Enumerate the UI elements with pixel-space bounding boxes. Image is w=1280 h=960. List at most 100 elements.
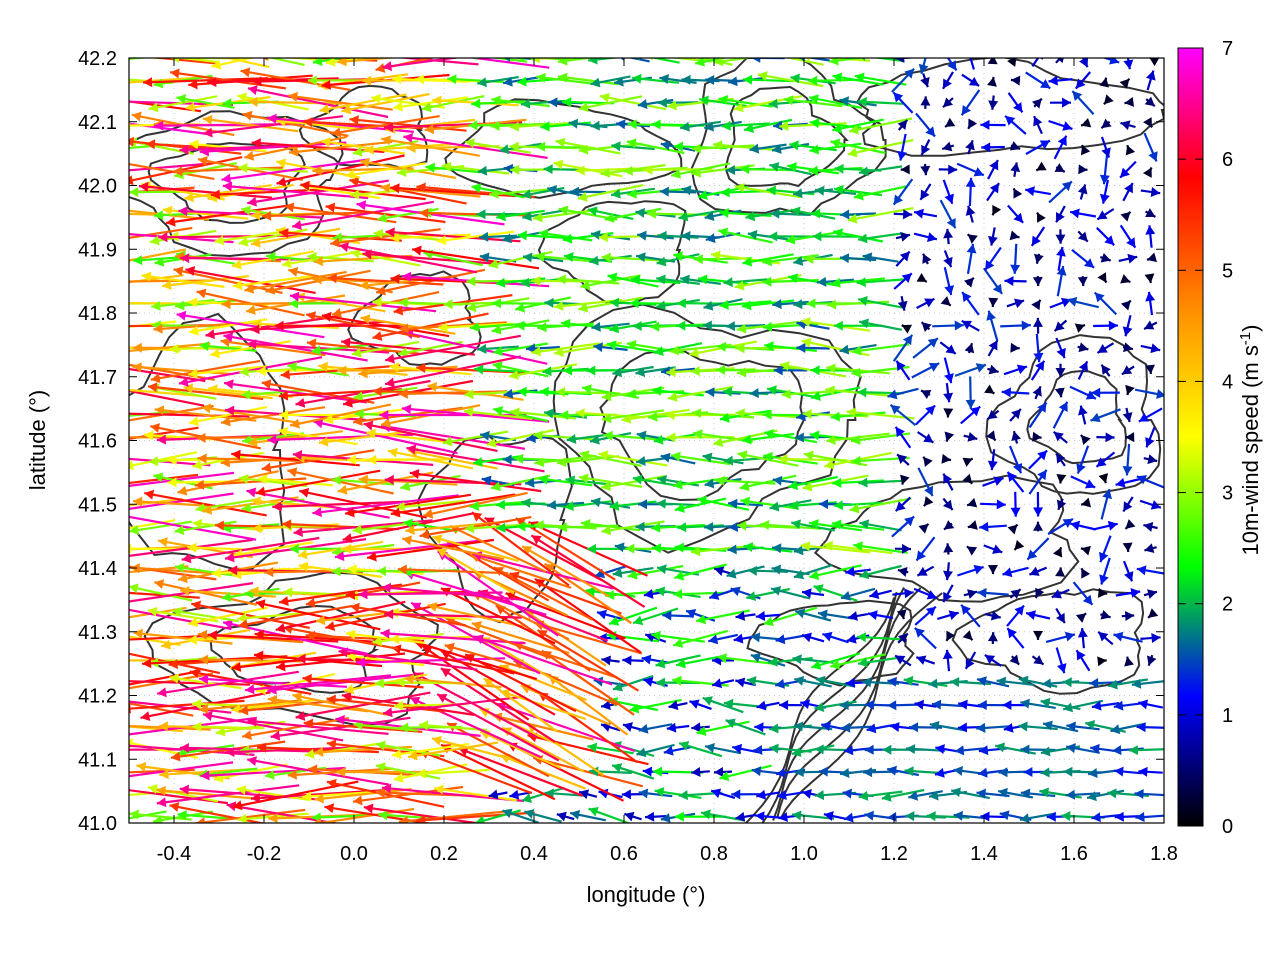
wind-arrow-head (858, 790, 869, 801)
wind-arrow-head (364, 144, 374, 155)
wind-arrow-shaft (197, 457, 304, 463)
wind-arrow-head (793, 299, 803, 310)
wind-arrow-head (1081, 568, 1091, 579)
wind-arrow (757, 71, 824, 88)
wind-arrow-head (705, 387, 715, 398)
wind-arrow-head (1013, 188, 1023, 199)
wind-arrow-shaft (341, 92, 430, 113)
wind-arrow (1125, 384, 1135, 396)
wind-arrow (162, 205, 249, 220)
wind-arrow-head (985, 259, 995, 271)
wind-arrow-head (1151, 633, 1161, 644)
wind-arrow-head (491, 324, 502, 335)
wind-arrow (775, 634, 806, 645)
wind-arrow (1122, 182, 1134, 202)
wind-arrow-head (712, 678, 723, 689)
wind-arrow-head (378, 810, 388, 821)
wind-arrow-shaft (213, 763, 288, 781)
wind-arrow (1013, 539, 1025, 551)
wind-arrow-head (1103, 94, 1114, 105)
wind-arrow-head (887, 765, 897, 776)
wind-arrow-shaft (381, 586, 525, 601)
wind-arrow (1119, 78, 1131, 89)
wind-arrow-head (1004, 276, 1014, 287)
wind-arrow (1048, 180, 1073, 204)
wind-arrow (920, 321, 932, 332)
wind-arrow-head (851, 455, 861, 466)
wind-arrow-head (251, 138, 261, 149)
wind-arrow (1075, 649, 1091, 672)
wind-arrow (991, 204, 1002, 216)
wind-arrow-head (353, 416, 363, 427)
wind-arrow-head (1097, 656, 1107, 667)
wind-arrow-head (362, 249, 372, 260)
wind-arrow-head (763, 451, 773, 462)
wind-arrow-head (587, 742, 598, 753)
wind-arrow-head (156, 785, 166, 796)
wind-arrow (905, 744, 946, 755)
wind-arrow (242, 717, 349, 741)
wind-arrow (401, 404, 550, 423)
wind-arrow (442, 430, 509, 447)
wind-arrow-head (728, 76, 738, 87)
wind-arrow-head (1040, 746, 1051, 757)
wind-arrow-head (170, 751, 181, 762)
wind-arrow-head (75, 90, 85, 100)
wind-arrow-shaft (154, 408, 257, 422)
wind-arrow (755, 811, 781, 822)
wind-arrow-head (691, 143, 701, 154)
wind-arrow (988, 297, 999, 308)
wind-arrow (783, 95, 843, 108)
wind-arrow-head (1150, 500, 1161, 510)
wind-arrow-shaft (169, 804, 267, 823)
wind-arrow-head (385, 227, 395, 238)
wind-arrow (247, 716, 389, 735)
wind-arrow (705, 387, 741, 398)
wind-arrow (1077, 342, 1089, 353)
wind-arrow-head (809, 118, 820, 129)
wind-arrow (942, 649, 953, 672)
wind-arrow-shaft (408, 449, 498, 470)
wind-arrow (1048, 75, 1073, 86)
wind-arrow-shaft (220, 339, 326, 357)
wind-arrow-shaft (830, 411, 886, 419)
wind-arrow-shaft (194, 477, 307, 487)
wind-arrow (129, 471, 235, 487)
wind-arrow-head (1036, 161, 1047, 171)
wind-arrow-shaft (211, 58, 256, 68)
wind-arrow-head (823, 540, 833, 551)
wind-arrow-shaft (423, 251, 483, 267)
wind-arrow-head (977, 588, 987, 599)
wind-arrow-head (289, 543, 299, 554)
wind-arrow (1108, 678, 1148, 690)
wind-arrow (436, 230, 515, 246)
wind-arrow (1072, 581, 1094, 606)
wind-arrow (321, 311, 450, 338)
wind-arrow-shaft (133, 631, 233, 645)
wind-arrow (575, 408, 646, 419)
wind-arrow-shaft (129, 279, 213, 283)
wind-arrow-head (223, 619, 234, 630)
wind-arrow-head (954, 320, 964, 331)
wind-arrow-head (627, 188, 637, 199)
wind-arrow (769, 499, 812, 512)
wind-arrow (514, 296, 572, 313)
wind-arrow-head (319, 104, 330, 115)
wind-arrow (337, 58, 399, 67)
wind-arrow (895, 250, 911, 267)
wind-arrow-head (731, 789, 741, 800)
wind-arrow-head (895, 426, 905, 438)
wind-arrow (809, 142, 862, 155)
wind-arrow (1097, 656, 1107, 667)
wind-arrow-head (962, 630, 973, 641)
wind-arrow (712, 140, 779, 152)
wind-arrow-head (536, 72, 546, 83)
wind-arrow-head (817, 276, 827, 287)
wind-arrow-head (534, 457, 545, 468)
wind-arrow (366, 538, 495, 562)
wind-arrow-head (705, 743, 715, 753)
wind-arrow (467, 58, 550, 69)
wind-arrow-shaft (250, 227, 341, 246)
wind-arrow-head (1100, 252, 1111, 263)
wind-arrow-head (641, 654, 652, 665)
